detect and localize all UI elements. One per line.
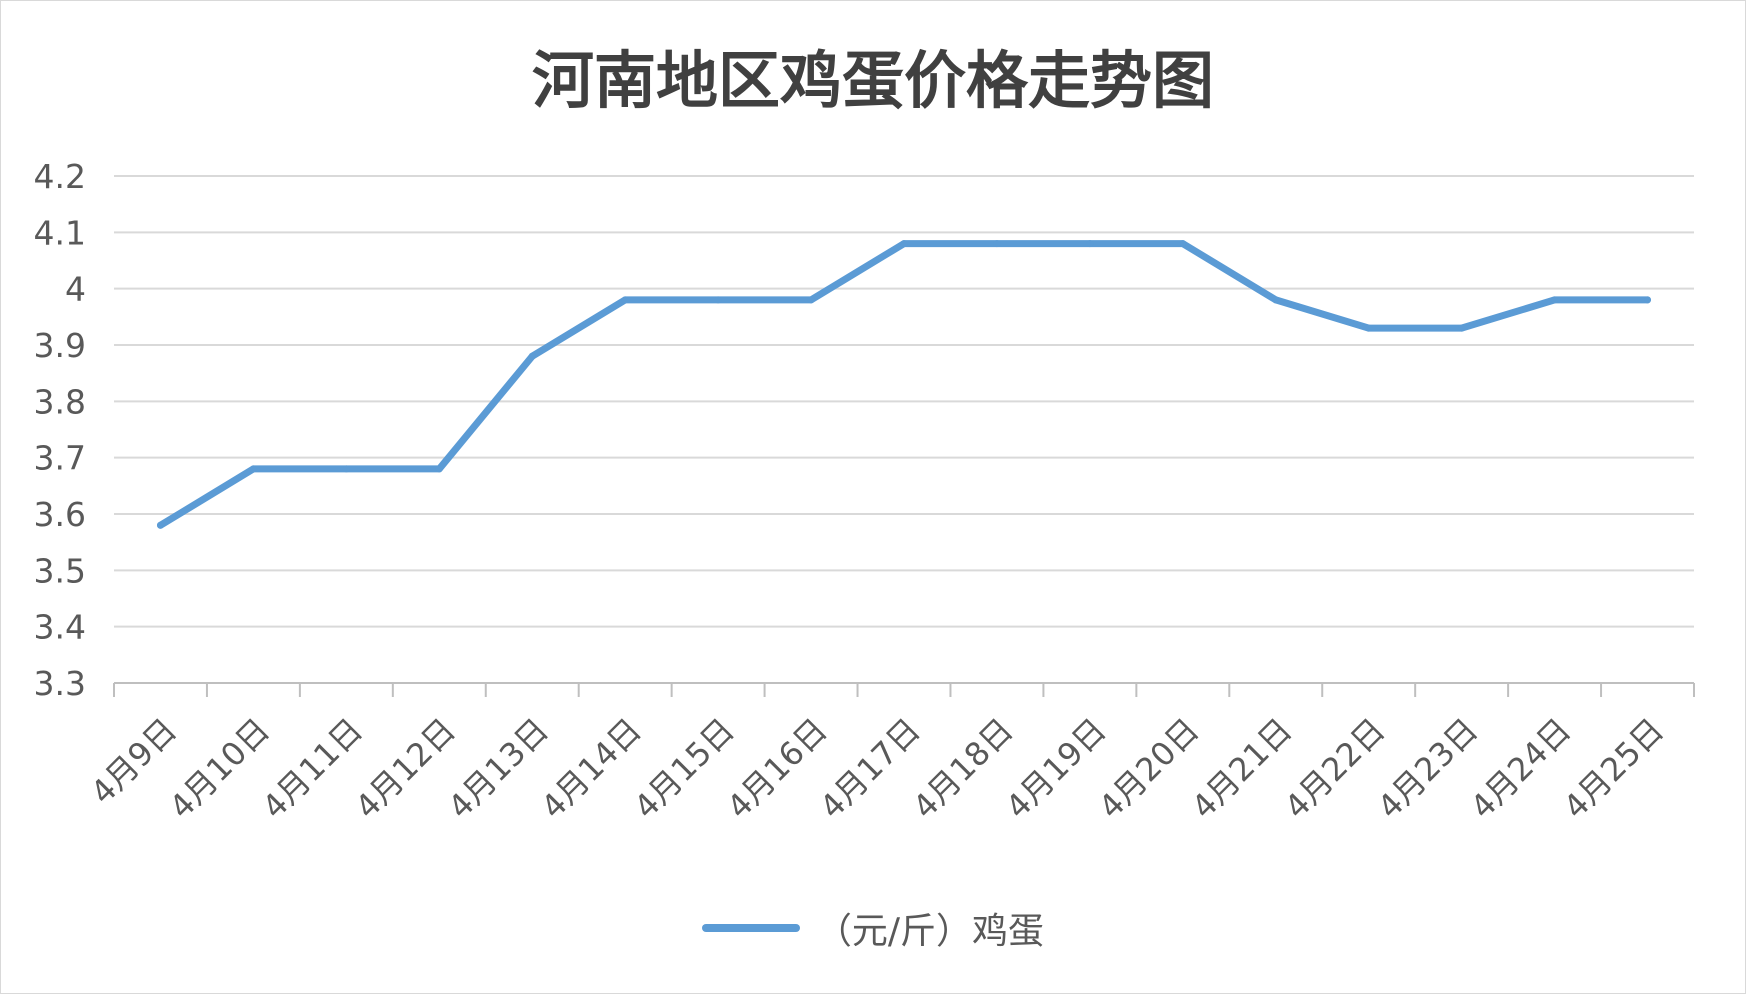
x-tick-label: 4月10日 (162, 711, 277, 826)
data-point (1272, 296, 1280, 304)
y-tick-label: 3.3 (34, 664, 86, 703)
x-tick-label: 4月24日 (1463, 711, 1578, 826)
x-tick-label: 4月21日 (1184, 711, 1299, 826)
x-tick-label: 4月19日 (998, 711, 1113, 826)
data-point (621, 296, 629, 304)
x-axis-tick-labels: 4月9日4月10日4月11日4月12日4月13日4月14日4月15日4月16日4… (83, 711, 1671, 826)
data-point (1644, 296, 1652, 304)
gridlines (114, 175, 1694, 628)
legend: （元/斤）鸡蛋 (0, 902, 1746, 954)
data-point (1179, 240, 1187, 248)
data-point (1086, 240, 1094, 248)
x-tick-label: 4月18日 (905, 711, 1020, 826)
x-tick-label: 4月25日 (1556, 711, 1671, 826)
y-tick-label: 4.1 (34, 213, 86, 252)
data-point (528, 352, 536, 360)
y-axis-tick-labels: 4.2 4.1 4 3.9 3.8 3.7 3.6 3.5 3.4 3.3 (34, 157, 86, 703)
y-tick-label: 3.6 (34, 495, 86, 534)
x-tick-label: 4月11日 (255, 711, 370, 826)
x-tick-label: 4月15日 (626, 711, 741, 826)
x-tick-label: 4月14日 (534, 711, 649, 826)
x-tick-label: 4月22日 (1277, 711, 1392, 826)
data-point (1365, 324, 1373, 332)
data-point (156, 521, 164, 529)
legend-line-swatch (701, 924, 800, 932)
legend-label: （元/斤）鸡蛋 (815, 911, 1045, 952)
y-tick-label: 3.9 (34, 326, 86, 365)
x-tick-label: 4月23日 (1370, 711, 1485, 826)
data-point (714, 296, 722, 304)
data-point (807, 296, 815, 304)
x-axis (113, 682, 1695, 697)
x-tick-label: 4月12日 (348, 711, 463, 826)
y-tick-label: 4 (65, 270, 86, 309)
data-point (249, 465, 257, 473)
x-tick-label: 4月17日 (812, 711, 927, 826)
y-tick-label: 3.5 (34, 551, 86, 590)
y-tick-label: 4.2 (34, 157, 86, 196)
x-tick-label: 4月16日 (719, 711, 834, 826)
series-line-0 (157, 240, 1651, 529)
data-point (435, 465, 443, 473)
y-tick-label: 3.4 (34, 608, 86, 647)
x-tick-label: 4月13日 (441, 711, 556, 826)
series-layer (156, 240, 1652, 529)
data-point (993, 240, 1001, 248)
x-tick-label: 4月20日 (1091, 711, 1206, 826)
data-point (1458, 324, 1466, 332)
y-tick-label: 3.8 (34, 382, 86, 421)
y-tick-label: 3.7 (34, 439, 86, 478)
data-point (342, 465, 350, 473)
data-point (1551, 296, 1559, 304)
chart-title: 河南地区鸡蛋价格走势图 (531, 44, 1214, 117)
data-point (900, 240, 908, 248)
